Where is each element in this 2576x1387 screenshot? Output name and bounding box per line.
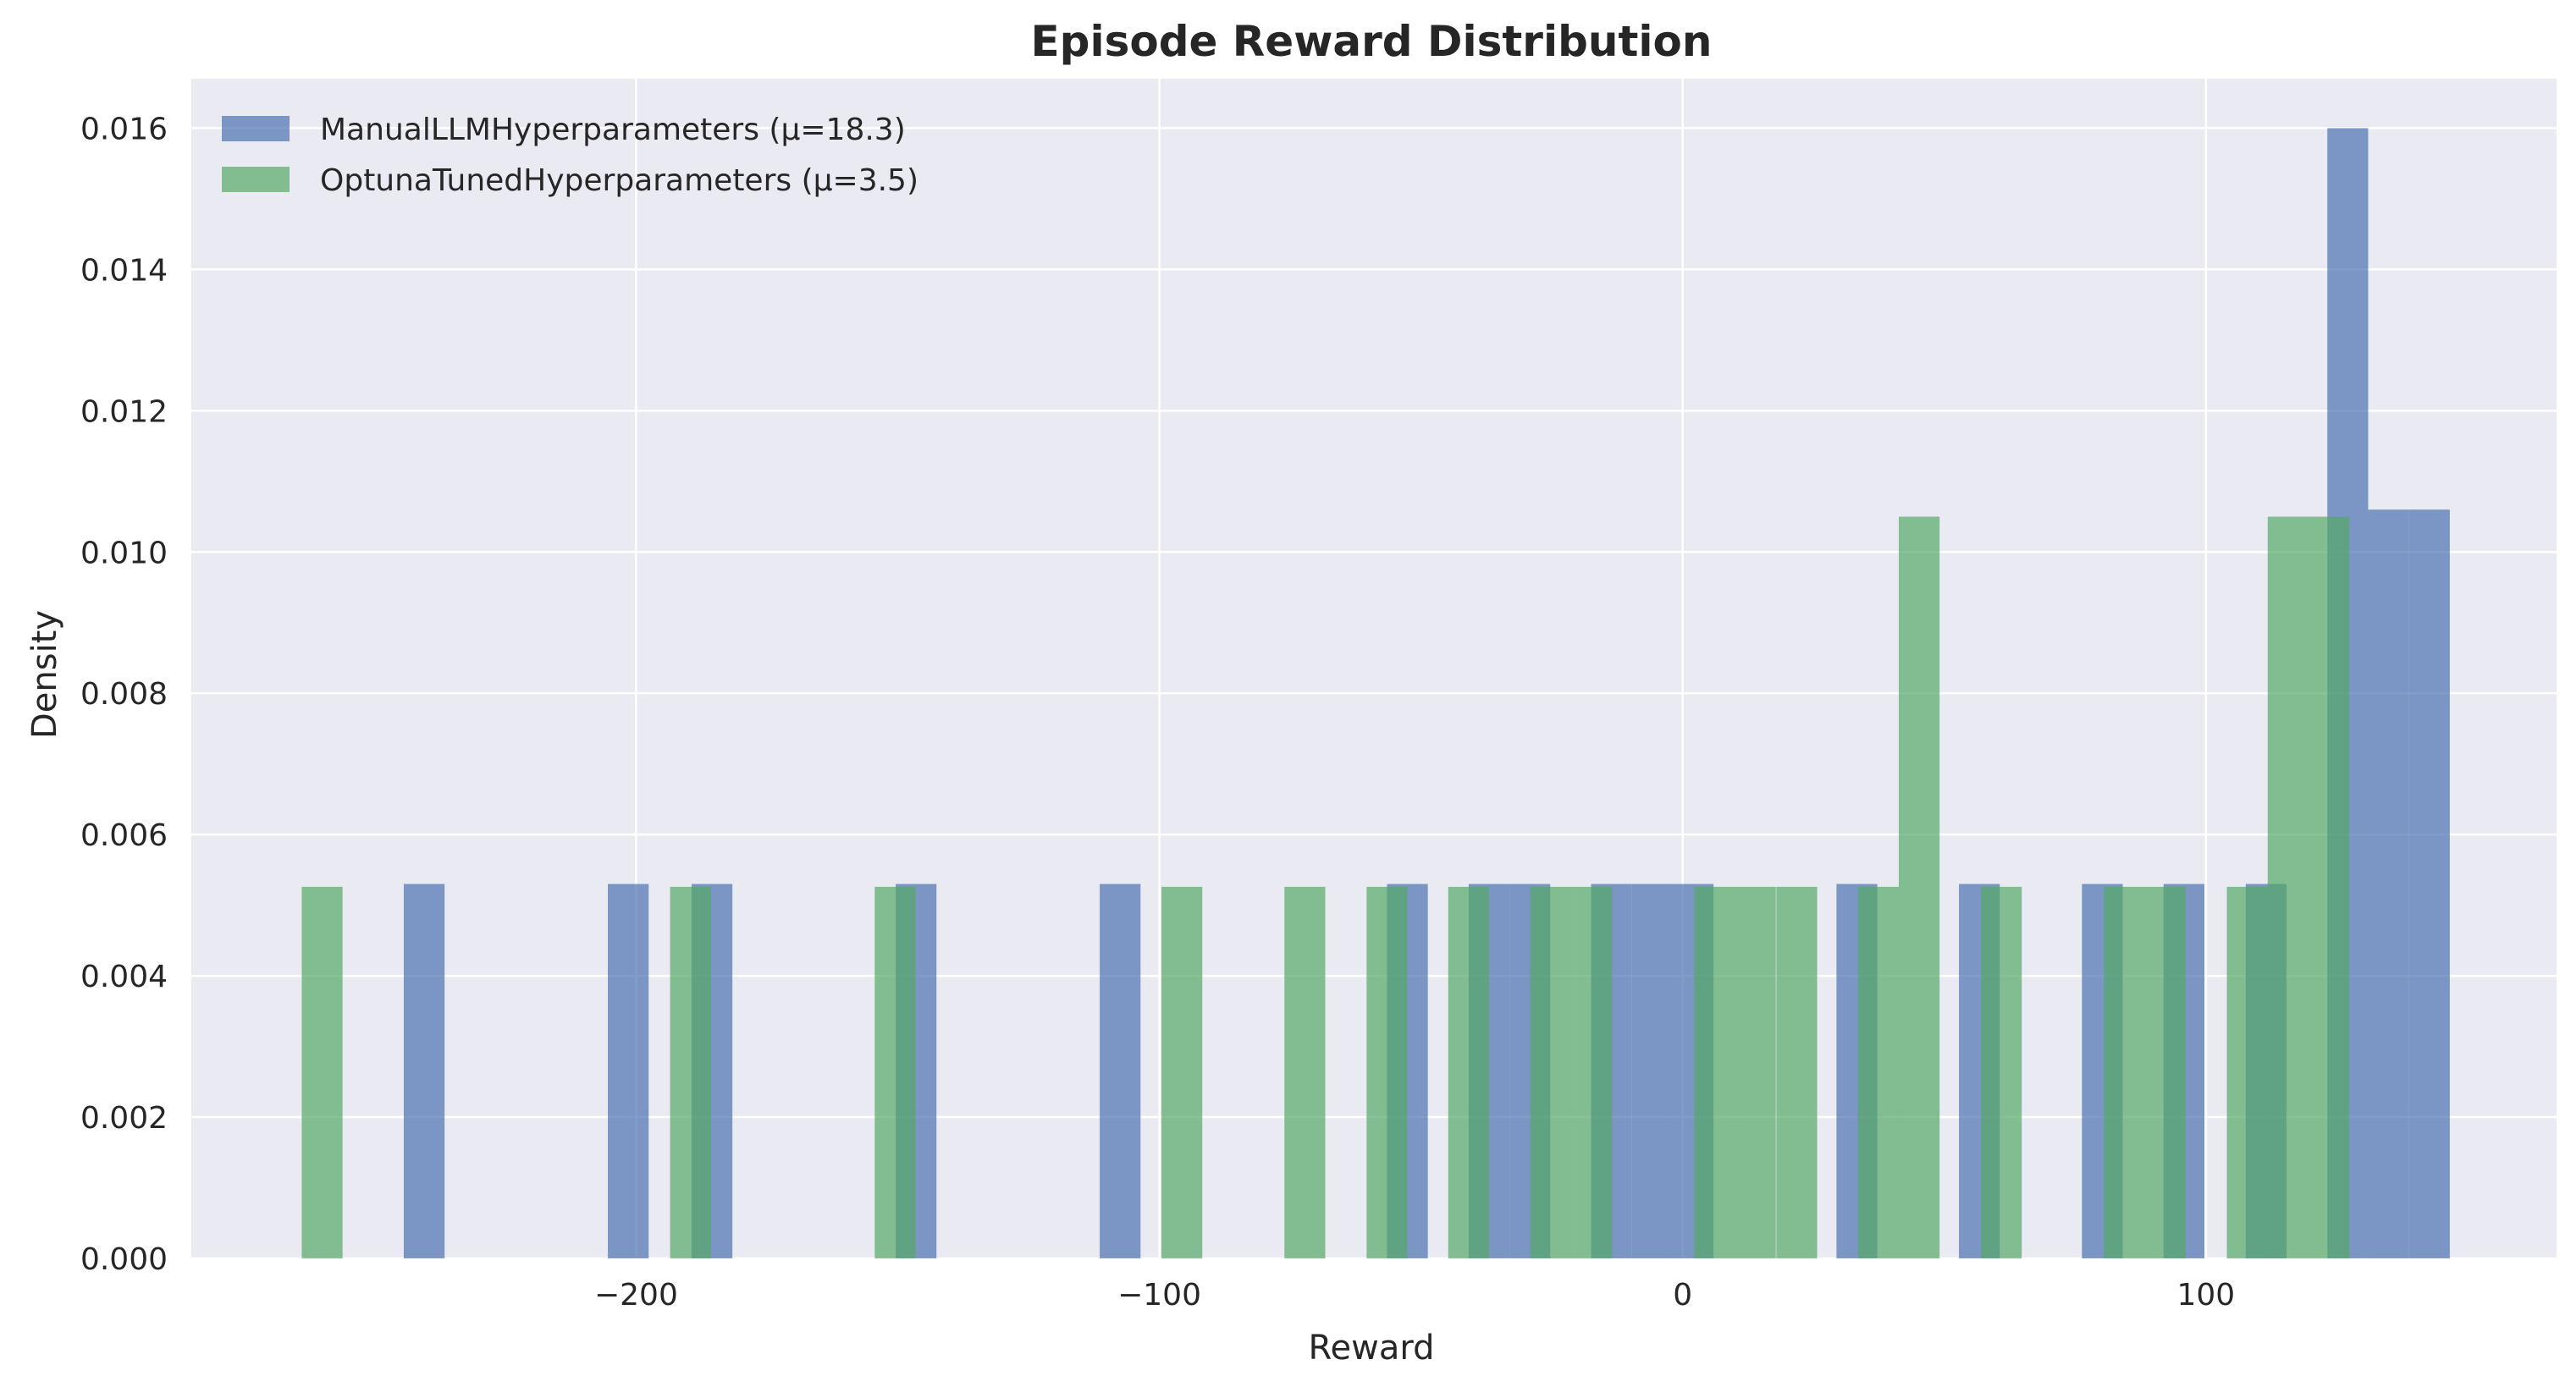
- optuna-bar: [1981, 886, 2022, 1258]
- optuna-bar: [1530, 886, 1572, 1258]
- optuna-bar: [1284, 886, 1326, 1258]
- y-tick-label: 0.016: [80, 112, 168, 146]
- manual-bar: [608, 883, 649, 1258]
- optuna-bar: [1898, 516, 1940, 1258]
- optuna-bar: [1571, 886, 1613, 1258]
- optuna-bar: [670, 886, 711, 1258]
- x-axis-ticks: −200 −100 0 100: [594, 1278, 2235, 1313]
- optuna-bar: [874, 886, 916, 1258]
- optuna-bar: [1776, 886, 1818, 1258]
- y-tick-label: 0.014: [80, 253, 168, 288]
- x-axis-label: Reward: [1309, 1329, 1435, 1368]
- optuna-bar: [1366, 886, 1408, 1258]
- manual-bar: [2408, 509, 2450, 1258]
- optuna-bar: [2226, 886, 2268, 1258]
- optuna-bar: [2308, 516, 2350, 1258]
- x-tick-label: −200: [594, 1278, 678, 1313]
- y-tick-label: 0.002: [80, 1101, 168, 1136]
- y-axis-ticks: 0.000 0.002 0.004 0.006 0.008 0.010 0.012 0.014…: [80, 112, 168, 1277]
- optuna-legend-swatch: [222, 167, 290, 192]
- chart-title: Episode Reward Distribution: [1031, 17, 1713, 66]
- optuna-bar: [1448, 886, 1489, 1258]
- optuna-bar: [1161, 886, 1203, 1258]
- y-tick-label: 0.004: [80, 960, 168, 994]
- optuna-bar: [2104, 886, 2145, 1258]
- optuna-bar: [2144, 886, 2186, 1258]
- legend: ManualLLMHyperparameters (μ=18.3) OptunaT…: [222, 113, 918, 198]
- optuna-bar: [1735, 886, 1776, 1258]
- manual-bar: [2368, 509, 2409, 1258]
- y-tick-label: 0.010: [80, 536, 168, 570]
- y-tick-label: 0.008: [80, 677, 168, 712]
- x-tick-label: 0: [1673, 1278, 1692, 1313]
- optuna-bar: [301, 886, 343, 1258]
- manual-bar: [1100, 883, 1141, 1258]
- y-tick-label: 0.012: [80, 394, 168, 429]
- manual-legend-label: ManualLLMHyperparameters (μ=18.3): [320, 113, 906, 147]
- manual-legend-swatch: [222, 116, 290, 141]
- x-tick-label: 100: [2176, 1278, 2235, 1313]
- manual-bar: [403, 883, 445, 1258]
- optuna-bar: [1694, 886, 1735, 1258]
- y-axis-label: Density: [25, 610, 64, 739]
- bars: [301, 128, 2450, 1258]
- optuna-legend-label: OptunaTunedHyperparameters (μ=3.5): [320, 163, 918, 198]
- x-tick-label: −100: [1117, 1278, 1201, 1313]
- y-tick-label: 0.006: [80, 818, 168, 853]
- y-tick-label: 0.000: [80, 1242, 168, 1277]
- manual-bar: [1631, 883, 1673, 1258]
- optuna-bar: [1857, 886, 1899, 1258]
- optuna-bar: [2267, 516, 2309, 1258]
